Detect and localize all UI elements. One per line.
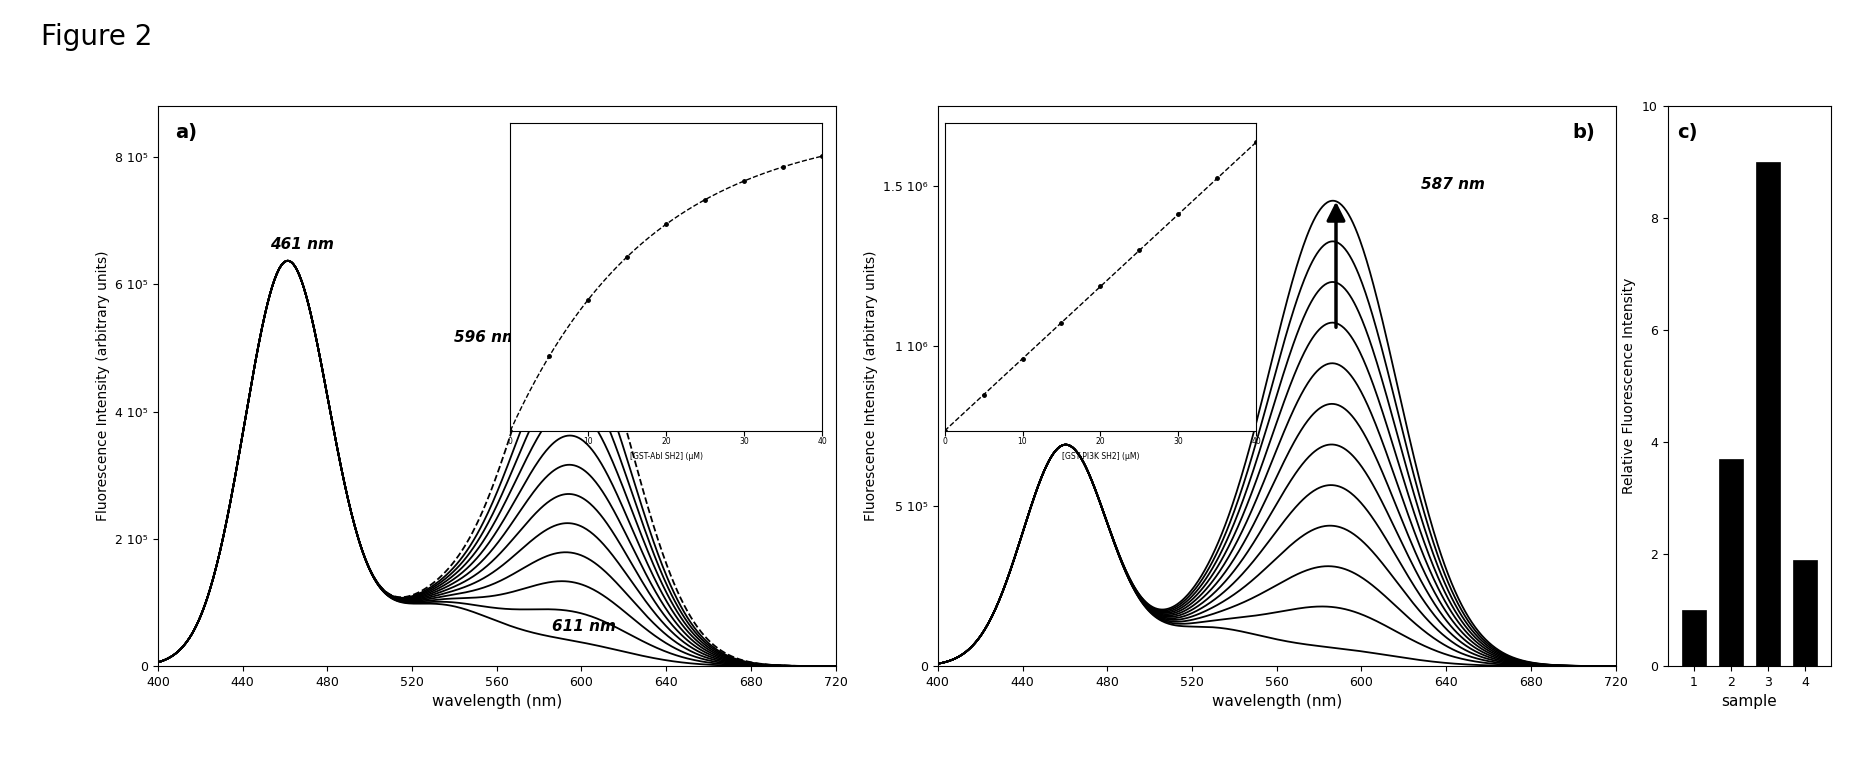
- X-axis label: sample: sample: [1721, 694, 1777, 709]
- X-axis label: wavelength (nm): wavelength (nm): [1211, 694, 1343, 709]
- Text: b): b): [1573, 123, 1595, 142]
- Text: 460 nm: 460 nm: [1001, 372, 1066, 388]
- Text: 461 nm: 461 nm: [269, 237, 334, 252]
- X-axis label: wavelength (nm): wavelength (nm): [431, 694, 563, 709]
- Text: 611 nm: 611 nm: [552, 619, 617, 634]
- Text: a): a): [175, 123, 197, 142]
- Bar: [1720, 459, 1742, 666]
- Text: 596 nm: 596 nm: [455, 329, 518, 344]
- Y-axis label: Relative Fluorescence Intensity: Relative Fluorescence Intensity: [1623, 278, 1636, 494]
- Text: c): c): [1677, 123, 1697, 142]
- Bar: [1757, 162, 1779, 666]
- Bar: [1792, 559, 1816, 666]
- Bar: [1682, 610, 1707, 666]
- Y-axis label: Fluorescence Intensity (arbitrary units): Fluorescence Intensity (arbitrary units): [864, 251, 878, 522]
- Y-axis label: Fluorescence Intensity (arbitrary units): Fluorescence Intensity (arbitrary units): [97, 251, 110, 522]
- Text: 587 nm: 587 nm: [1421, 177, 1484, 192]
- Text: Figure 2: Figure 2: [41, 23, 152, 51]
